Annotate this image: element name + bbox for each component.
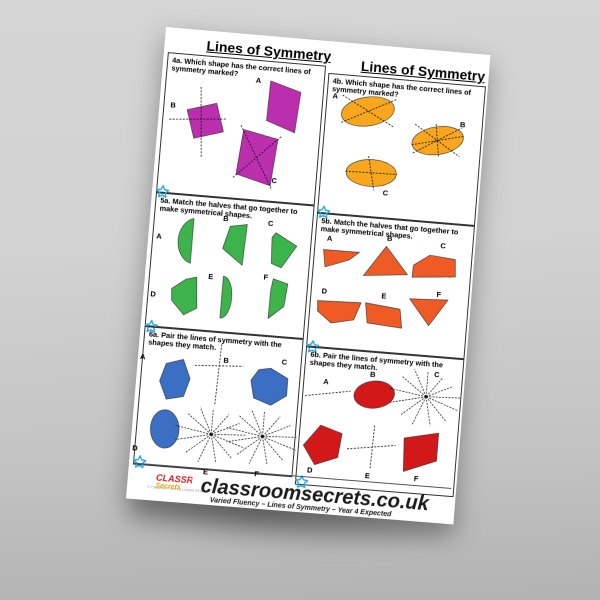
svg-text:D: D xyxy=(132,443,139,453)
svg-text:E: E xyxy=(381,291,387,300)
svg-text:F: F xyxy=(254,469,260,478)
svg-text:C: C xyxy=(440,241,447,250)
svg-text:E: E xyxy=(365,471,371,480)
svg-text:B: B xyxy=(223,214,230,223)
svg-text:A: A xyxy=(323,377,330,387)
svg-text:D: D xyxy=(150,289,157,299)
svg-text:A: A xyxy=(327,234,334,243)
svg-text:B: B xyxy=(223,356,230,366)
svg-text:B: B xyxy=(387,234,394,243)
svg-text:C: C xyxy=(271,176,278,185)
svg-text:C: C xyxy=(434,370,441,379)
svg-text:E: E xyxy=(208,272,214,281)
svg-text:A: A xyxy=(140,352,147,362)
svg-text:F: F xyxy=(436,290,442,299)
svg-text:C: C xyxy=(382,188,389,197)
svg-text:D: D xyxy=(307,465,314,475)
svg-text:C: C xyxy=(281,357,288,367)
svg-text:B: B xyxy=(370,370,377,379)
svg-text:E: E xyxy=(203,467,209,476)
svg-text:A: A xyxy=(255,76,262,85)
svg-text:B: B xyxy=(170,100,177,109)
svg-text:C: C xyxy=(268,219,275,228)
svg-text:A: A xyxy=(332,91,339,100)
svg-text:F: F xyxy=(414,474,420,483)
svg-text:A: A xyxy=(156,231,163,240)
svg-text:F: F xyxy=(263,272,269,281)
svg-text:D: D xyxy=(321,286,328,295)
svg-text:B: B xyxy=(460,120,467,129)
